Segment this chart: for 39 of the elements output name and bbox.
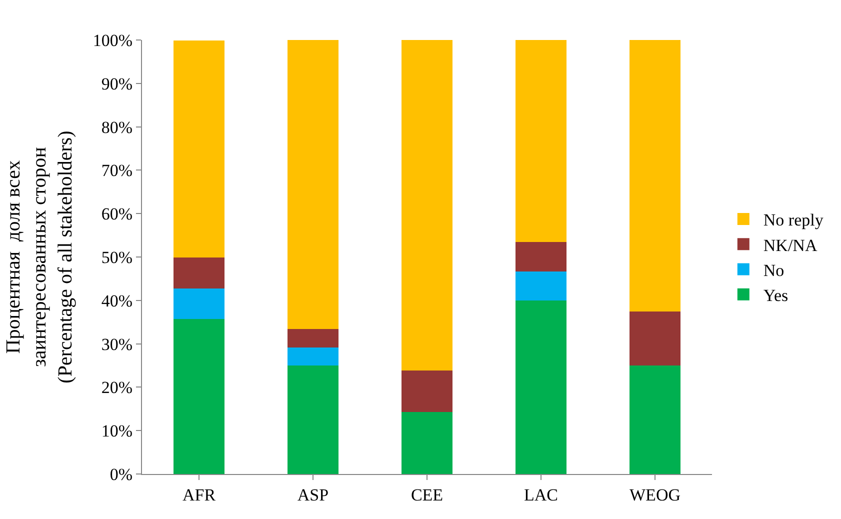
y-tick-label: 30%	[101, 334, 133, 354]
y-tick-label: 90%	[101, 74, 133, 94]
y-tick-label: 100%	[92, 30, 133, 50]
x-tick-label: ASP	[297, 485, 329, 504]
bar	[401, 370, 453, 412]
bar	[287, 366, 339, 474]
bar	[287, 40, 339, 330]
y-tick-label: 80%	[101, 118, 133, 137]
y-tick-label: 50%	[101, 248, 133, 267]
bar	[515, 40, 567, 242]
y-axis-title: Процентная доля всех заинтересованных сторон (Percentage of all stakeholders)	[2, 130, 76, 384]
bar	[173, 319, 225, 474]
y-tick-label: 40%	[101, 291, 133, 310]
bar	[515, 300, 567, 474]
x-tick-label: LAC	[524, 485, 558, 504]
bar	[515, 242, 567, 272]
bar	[629, 40, 681, 312]
bar	[173, 257, 225, 288]
bar	[287, 347, 339, 366]
x-tick-label: AFR	[182, 485, 216, 504]
y-tick-label: 10%	[101, 422, 133, 441]
bar	[629, 311, 681, 366]
legend-label: NK/NA	[763, 236, 818, 255]
y-tick-label: 20%	[101, 378, 133, 398]
x-tick-label: CEE	[410, 485, 444, 504]
bar	[287, 329, 339, 348]
legend-label: No reply	[763, 210, 824, 230]
bar	[173, 40, 225, 258]
bar	[173, 288, 225, 320]
x-tick-label: WEOG	[630, 485, 680, 504]
y-tick-label: 0%	[110, 464, 133, 484]
y-tick-label: 60%	[101, 204, 133, 224]
legend-label: Yes	[763, 286, 788, 305]
bar	[401, 412, 453, 474]
bar	[629, 366, 681, 474]
bar	[401, 40, 453, 371]
bar	[515, 271, 567, 300]
y-tick-label: 70%	[101, 161, 133, 180]
legend-label: No	[763, 260, 784, 280]
